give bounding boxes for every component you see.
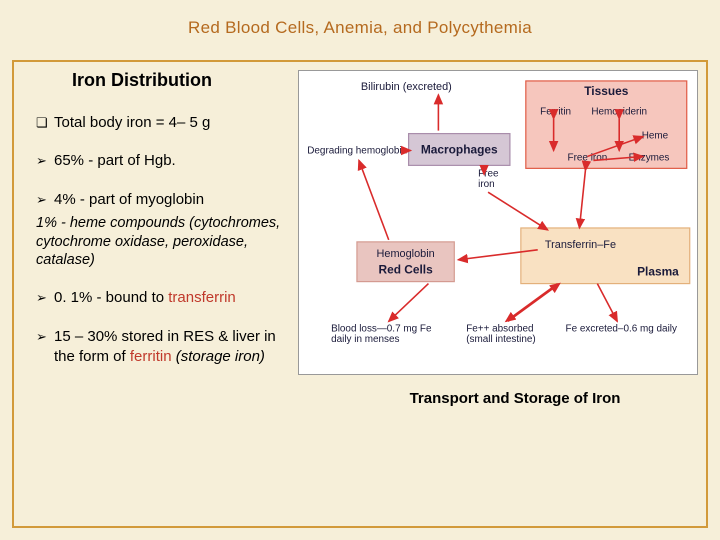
bullet-text: 4% - part of myoglobin — [54, 190, 291, 210]
bullet-text: 0. 1% - bound to transferrin — [54, 288, 291, 308]
bullet-item: ➢ 15 – 30% stored in RES & liver in the … — [36, 327, 291, 368]
svg-text:Blood loss—0.7 mg Fedaily in m: Blood loss—0.7 mg Fedaily in menses — [331, 323, 432, 345]
arrow-bullet-icon: ➢ — [36, 288, 54, 307]
svg-text:Freeiron: Freeiron — [478, 168, 499, 190]
svg-text:Heme: Heme — [642, 131, 669, 142]
diagram-caption: Transport and Storage of Iron — [350, 390, 680, 407]
slide-title: Red Blood Cells, Anemia, and Polycythemi… — [0, 18, 720, 38]
bullet-text: 15 – 30% stored in RES & liver in the fo… — [54, 327, 291, 368]
bullet-item: ➢ 4% - part of myoglobin — [36, 190, 291, 210]
svg-text:Hemoglobin: Hemoglobin — [377, 248, 435, 260]
accent-word: ferritin — [130, 348, 172, 365]
svg-text:Free iron: Free iron — [568, 152, 608, 163]
left-column: Iron Distribution ❏ Total body iron = 4–… — [36, 70, 291, 385]
svg-text:Macrophages: Macrophages — [421, 142, 498, 156]
bullet-text: Total body iron = 4– 5 g — [54, 113, 291, 133]
arrow-bullet-icon: ➢ — [36, 151, 54, 170]
arrow-bullet-icon: ➢ — [36, 190, 54, 209]
accent-word: transferrin — [168, 289, 236, 306]
bullet-item: ➢ 65% - part of Hgb. — [36, 151, 291, 171]
section-heading: Iron Distribution — [72, 70, 291, 91]
svg-text:Ferritin: Ferritin — [540, 107, 571, 118]
svg-text:Fe++ absorbed(small intestine): Fe++ absorbed(small intestine) — [466, 323, 535, 345]
square-bullet-icon: ❏ — [36, 113, 54, 132]
arrow-bullet-icon: ➢ — [36, 327, 54, 346]
svg-text:Plasma: Plasma — [637, 265, 679, 279]
bullet-item: ❏ Total body iron = 4– 5 g — [36, 113, 291, 133]
svg-text:Fe excreted–0.6 mg daily: Fe excreted–0.6 mg daily — [566, 323, 677, 334]
diagram-svg: Tissues Ferritin Hemosiderin Heme Enzymes Fre… — [299, 71, 697, 374]
svg-text:Red Cells: Red Cells — [378, 263, 433, 277]
iron-diagram: Tissues Ferritin Hemosiderin Heme Enzymes Fre… — [298, 70, 698, 375]
svg-text:Degrading hemoglobin: Degrading hemoglobin — [307, 145, 407, 156]
svg-text:Tissues: Tissues — [584, 84, 629, 98]
sub-text: 1% - heme compounds (cytochromes, cytoch… — [36, 214, 291, 271]
text-post-italic: (storage iron) — [172, 348, 265, 365]
svg-text:Enzymes: Enzymes — [629, 152, 670, 163]
text-pre: 0. 1% - bound to — [54, 289, 168, 306]
svg-text:Transferrin–Fe: Transferrin–Fe — [545, 239, 616, 251]
svg-text:Hemosiderin: Hemosiderin — [591, 107, 647, 118]
bullet-text: 65% - part of Hgb. — [54, 151, 291, 171]
bullet-item: ➢ 0. 1% - bound to transferrin — [36, 288, 291, 308]
svg-text:Bilirubin (excreted): Bilirubin (excreted) — [361, 81, 452, 93]
